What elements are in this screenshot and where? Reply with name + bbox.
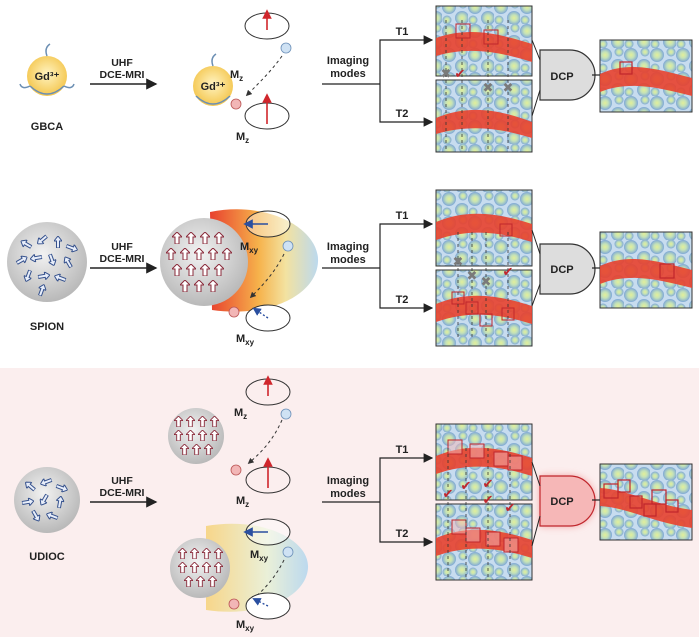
svg-text:Mxy: Mxy <box>250 549 269 563</box>
spion-magnetized-particle <box>160 218 248 306</box>
row2-arrow-label-dce: DCE-MRI <box>100 253 145 265</box>
row2-imaging-modes-2: modes <box>330 254 365 266</box>
row1-arrow-label-uhf: UHF <box>111 57 133 69</box>
gbca-with-water: Gd³⁺ <box>193 53 242 110</box>
row2-output-image <box>599 231 693 309</box>
udioc-t2-particle <box>170 538 230 598</box>
svg-text:Mxy: Mxy <box>236 619 255 633</box>
row-gbca: Gd³⁺ GBCA UHF DCE-MRI Gd³⁺ Mz Mz Imaging… <box>19 5 693 153</box>
svg-text:Mz: Mz <box>236 131 249 145</box>
spion-particle <box>7 222 87 302</box>
gbca-label: GBCA <box>31 121 63 133</box>
row2-dcp-label: DCP <box>550 264 573 276</box>
row1-dcp-label: DCP <box>550 71 573 83</box>
row-spion: SPION UHF DCE-MRI <box>7 189 693 347</box>
svg-text:Mxy: Mxy <box>236 333 255 347</box>
udioc-mz-label-top: M <box>234 407 243 419</box>
udioc-label: UDIOC <box>29 551 65 563</box>
row3-dcp-label: DCP <box>550 496 573 508</box>
row2-t1-label: T1 <box>396 210 409 222</box>
udioc-mz-label-bottom: M <box>236 495 245 507</box>
row1-imaging-modes-1: Imaging <box>327 55 369 67</box>
row3-t2-image <box>435 503 533 581</box>
udioc-mxy-sub-top: xy <box>259 554 268 563</box>
row1-t1-label: T1 <box>396 26 409 38</box>
row3-imaging-modes-2: modes <box>330 488 365 500</box>
svg-text:✖: ✖ <box>467 268 478 283</box>
udioc-halo <box>206 523 309 612</box>
svg-text:✔: ✔ <box>455 66 466 81</box>
row1-dcp-gate <box>539 49 596 101</box>
mz-sub-top: z <box>239 74 243 83</box>
row1-markers: ✖ ✔ ✖ ✖ <box>441 20 514 150</box>
row2-t2-label: T2 <box>396 294 409 306</box>
gbca-symbol-2: Gd³⁺ <box>201 81 226 93</box>
row3-arrow-label-uhf: UHF <box>111 475 133 487</box>
row2-arrow-label-uhf: UHF <box>111 241 133 253</box>
mz-sub-bottom: z <box>245 136 249 145</box>
row2-t2-image <box>435 269 533 347</box>
water-molecule-red <box>228 306 240 318</box>
gbca-symbol: Gd³⁺ <box>35 71 60 83</box>
svg-text:✔: ✔ <box>483 476 494 491</box>
row3-arrow-label-dce: DCE-MRI <box>100 487 145 499</box>
svg-text:✔: ✔ <box>503 264 514 279</box>
row2-imaging-modes-1: Imaging <box>327 241 369 253</box>
svg-text:✔: ✔ <box>443 486 454 501</box>
row3-t2-label: T2 <box>396 528 409 540</box>
row3-output-image <box>599 463 693 541</box>
water-molecule-red <box>230 98 242 110</box>
svg-text:✖: ✖ <box>441 66 452 81</box>
svg-text:Mz: Mz <box>236 495 249 509</box>
mxy-sub-top: xy <box>249 246 258 255</box>
gbca-molecule: Gd³⁺ <box>19 43 75 96</box>
row3-t1-image <box>435 423 533 501</box>
svg-text:Mz: Mz <box>230 69 243 83</box>
svg-text:Mxy: Mxy <box>240 241 259 255</box>
row2-t1-image <box>435 189 533 267</box>
udioc-mxy-label-bottom: M <box>236 619 245 631</box>
row2-markers: ✖ ✖ ✖ ✔ <box>453 232 514 340</box>
water-molecule-blue <box>280 42 292 54</box>
row3-markers: ✔ ✔ ✔ ✔ ✔ <box>443 448 516 578</box>
svg-text:✖: ✖ <box>453 254 464 269</box>
svg-text:✖: ✖ <box>481 274 492 289</box>
mxy-label-bottom: M <box>236 333 245 345</box>
svg-text:✔: ✔ <box>461 478 472 493</box>
spion-label: SPION <box>30 321 64 333</box>
mxy-label-top: M <box>240 241 249 253</box>
row1-branch-t2 <box>379 84 434 127</box>
row1-imaging-modes-2: modes <box>330 68 365 80</box>
svg-text:Mz: Mz <box>234 407 247 421</box>
mz-label-top: M <box>230 69 239 81</box>
udioc-mxy-label-top: M <box>250 549 259 561</box>
row3-t1-label: T1 <box>396 444 409 456</box>
udioc-t1-particle <box>168 408 224 464</box>
udioc-mxy-sub-bottom: xy <box>245 624 254 633</box>
svg-text:✔: ✔ <box>505 500 516 515</box>
row1-arrow-label-dce: DCE-MRI <box>100 69 145 81</box>
row1-output-image <box>599 39 693 113</box>
svg-text:✖: ✖ <box>503 80 514 95</box>
udioc-particle <box>14 467 80 533</box>
row2-dcp-gate <box>539 243 596 295</box>
row3-dcp-gate <box>539 475 596 527</box>
row3-imaging-modes-1: Imaging <box>327 475 369 487</box>
svg-text:✔: ✔ <box>483 492 494 507</box>
mxy-sub-bottom: xy <box>245 338 254 347</box>
mz-label-bottom: M <box>236 131 245 143</box>
row1-t2-label: T2 <box>396 108 409 120</box>
relaxation-path <box>245 55 283 97</box>
udioc-mz-sub-top: z <box>243 412 247 421</box>
udioc-mz-sub-bottom: z <box>245 500 249 509</box>
row-udioc: UDIOC UHF DCE-MRI Mz Mz <box>14 375 693 633</box>
row1-branch-t1 <box>379 35 434 84</box>
svg-text:✖: ✖ <box>483 80 494 95</box>
water-molecule-blue <box>282 240 294 252</box>
